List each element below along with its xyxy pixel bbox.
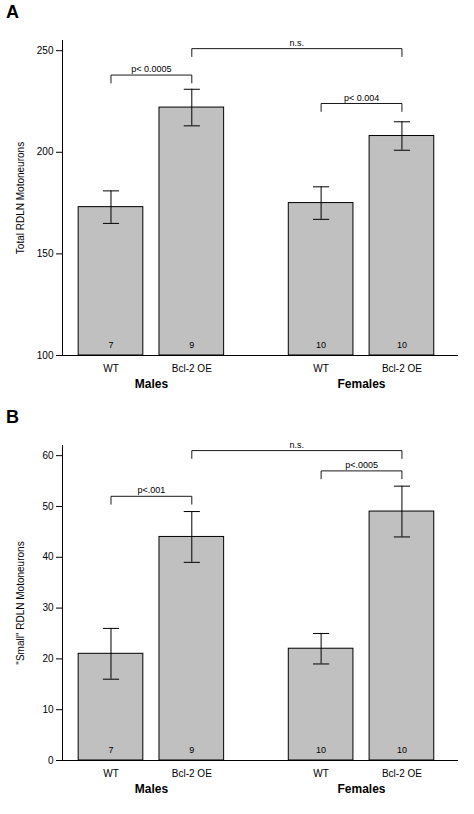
- svg-text:7: 7: [108, 745, 113, 755]
- svg-text:Bcl-2 OE: Bcl-2 OE: [172, 363, 212, 374]
- svg-text:7: 7: [108, 340, 113, 350]
- svg-text:n.s.: n.s.: [290, 38, 305, 48]
- svg-text:p< 0.0005: p< 0.0005: [131, 64, 171, 74]
- svg-text:9: 9: [189, 745, 194, 755]
- svg-text:20: 20: [42, 653, 54, 664]
- html-text:B: B: [6, 407, 19, 427]
- svg-text:Bcl-2 OE: Bcl-2 OE: [382, 768, 422, 779]
- svg-text:10: 10: [316, 745, 326, 755]
- svg-text:Females: Females: [338, 377, 386, 391]
- svg-text:100: 100: [37, 350, 54, 361]
- svg-text:"Small" RDLN Motoneurons: "Small" RDLN Motoneurons: [15, 541, 26, 664]
- svg-text:WT: WT: [313, 768, 329, 779]
- svg-text:150: 150: [37, 248, 54, 259]
- svg-text:250: 250: [37, 45, 54, 56]
- svg-text:WT: WT: [103, 363, 119, 374]
- svg-text:10: 10: [397, 745, 407, 755]
- svg-text:Males: Males: [135, 377, 169, 391]
- html-text:A: A: [6, 2, 19, 22]
- svg-text:p<.001: p<.001: [138, 485, 166, 495]
- svg-text:p< 0.004: p< 0.004: [344, 93, 379, 103]
- svg-text:Bcl-2 OE: Bcl-2 OE: [382, 363, 422, 374]
- svg-text:WT: WT: [103, 768, 119, 779]
- svg-text:9: 9: [189, 340, 194, 350]
- svg-text:40: 40: [42, 551, 54, 562]
- svg-text:Females: Females: [338, 782, 386, 796]
- svg-text:p<.0005: p<.0005: [345, 460, 378, 470]
- svg-text:WT: WT: [313, 363, 329, 374]
- svg-text:200: 200: [37, 146, 54, 157]
- svg-text:n.s.: n.s.: [290, 440, 305, 450]
- svg-text:60: 60: [42, 450, 54, 461]
- svg-text:Males: Males: [135, 782, 169, 796]
- svg-text:Total RDLN Motoneurons: Total RDLN Motoneurons: [15, 142, 26, 254]
- svg-text:10: 10: [316, 340, 326, 350]
- svg-text:30: 30: [42, 602, 54, 613]
- svg-text:Bcl-2 OE: Bcl-2 OE: [172, 768, 212, 779]
- svg-text:10: 10: [397, 340, 407, 350]
- svg-text:10: 10: [42, 704, 54, 715]
- svg-text:0: 0: [48, 755, 54, 766]
- svg-text:50: 50: [42, 501, 54, 512]
